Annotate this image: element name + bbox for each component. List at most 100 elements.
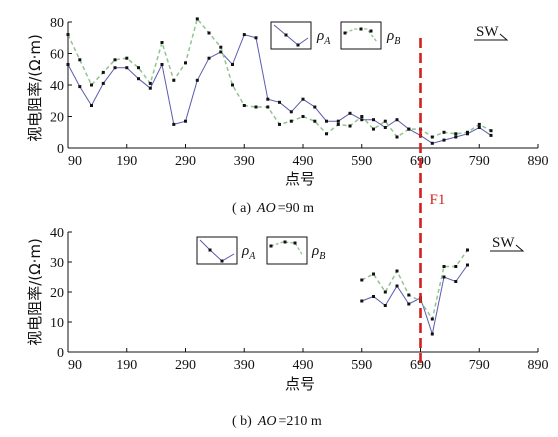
panel-a-series-b-point bbox=[301, 115, 305, 118]
panel-a-series-b-point bbox=[137, 66, 140, 70]
panel-a-series-a-point bbox=[113, 66, 117, 70]
panel-a-series-a-line bbox=[67, 33, 492, 144]
panel-b-y-tick-label: 0 bbox=[57, 346, 64, 361]
panel-a-x-tick-label: 290 bbox=[175, 154, 196, 169]
panel-a-series-b-point bbox=[278, 122, 281, 126]
panel-a-series-b-point bbox=[254, 105, 258, 109]
panel-a-series-b-point bbox=[195, 17, 199, 21]
panel-a-series-a-point bbox=[101, 81, 105, 85]
panel-a-series-a-point bbox=[90, 104, 93, 107]
panel-a-series-a-point bbox=[160, 63, 164, 66]
panel-a-series-a-point bbox=[207, 56, 211, 60]
panel-a-series-b-point bbox=[454, 132, 458, 136]
panel-b-legend-label-b: ρB bbox=[311, 243, 325, 262]
panel-b-series-a-line bbox=[361, 264, 468, 336]
panel-b-y-tick-label: 20 bbox=[50, 286, 64, 301]
panel-a-series-a-point bbox=[148, 86, 152, 90]
panel-a-series-b-point bbox=[336, 122, 340, 126]
panel-a-series-b-point bbox=[172, 78, 176, 82]
panel-a-series-b-point bbox=[360, 115, 364, 118]
panel-a-x-tick-label: 90 bbox=[68, 154, 82, 169]
panel-b-series-b-point bbox=[383, 290, 387, 294]
panel-a: 90190290390490590690790890020406080 视电阻率… bbox=[26, 16, 549, 216]
panel-a-series-b-point bbox=[489, 129, 493, 133]
panel-b-legend-box-a bbox=[196, 236, 238, 265]
panel-a-series-a-point bbox=[477, 126, 481, 129]
panel-b-series-b-point bbox=[372, 272, 375, 276]
panel-a-x-tick-label: 190 bbox=[116, 154, 137, 169]
panel-a-series-b-point bbox=[78, 58, 82, 62]
panel-b-series-b-point bbox=[395, 269, 399, 273]
panel-a-series-b-point bbox=[242, 104, 246, 107]
panel-a-y-tick-label: 80 bbox=[50, 16, 64, 31]
panel-a-series-b-point bbox=[266, 105, 270, 109]
panel-a-legend-box-b bbox=[340, 21, 382, 50]
panel-b-series-b-line bbox=[361, 249, 469, 321]
panel-b-ticks: 90 190 290 390 490 590 690 790 890 0 10 20 30 40 bbox=[50, 226, 549, 373]
panel-a-series-b-point bbox=[395, 135, 399, 139]
panel-a-series-b-point bbox=[477, 122, 481, 126]
panel-a-series-a-point bbox=[325, 119, 328, 123]
panel-a-legend: ρA ρB bbox=[270, 21, 400, 50]
panel-b-x-label: 点号 bbox=[285, 375, 315, 393]
panel-a-ticks: 90190290390490590690790890020406080 bbox=[50, 16, 549, 169]
panel-a-series-a-point bbox=[360, 118, 364, 122]
panel-b-sw-label: SW bbox=[492, 235, 515, 251]
panel-b-series-a-point bbox=[407, 302, 411, 306]
panel-b-series-b-point bbox=[442, 265, 446, 268]
panel-a-sw-arrow bbox=[474, 33, 509, 41]
panel-b-series-b-point bbox=[454, 265, 458, 268]
panel-a-series-b-point bbox=[184, 61, 187, 65]
panel-a-series-a-point bbox=[489, 133, 493, 137]
panel-b-y-tick-label: 10 bbox=[50, 316, 64, 331]
panel-a-series-a-point bbox=[195, 78, 199, 82]
panel-a-series-b-point bbox=[207, 31, 211, 35]
panel-a-series-a-point bbox=[66, 63, 70, 66]
panel-b: 90 190 290 390 490 590 690 790 890 0 10 20 30 40 视电阻率… bbox=[26, 226, 549, 429]
panel-b-legend-line-a bbox=[199, 239, 235, 262]
panel-a-series-b-point bbox=[90, 83, 93, 87]
panel-b-caption: ( b) AO =210 m bbox=[232, 414, 322, 429]
panel-a-series-b-point bbox=[101, 70, 105, 74]
panel-a-series-a-point bbox=[78, 85, 82, 89]
panel-a-series-a-point bbox=[242, 33, 246, 37]
panel-b-series-b-point bbox=[407, 293, 411, 297]
panel-a-x-tick-label: 590 bbox=[351, 154, 372, 169]
panel-b-series-b-point bbox=[430, 317, 434, 321]
panel-a-x-tick-label: 890 bbox=[528, 154, 549, 169]
panel-a-series-b-point bbox=[313, 119, 317, 123]
panel-a-series-a-point bbox=[372, 118, 375, 122]
panel-b-x-tick-label: 390 bbox=[234, 358, 255, 373]
panel-a-legend-label-a: ρA bbox=[316, 28, 331, 47]
panel-b-series-a-point bbox=[442, 275, 446, 279]
panel-b-series-a-point bbox=[383, 304, 387, 307]
panel-a-series-a-point bbox=[313, 105, 317, 109]
panel-b-x-tick-label: 90 bbox=[68, 358, 82, 373]
panel-b-x-tick-label: 290 bbox=[175, 358, 196, 373]
panel-a-series-a-point bbox=[137, 77, 140, 81]
panel-b-x-tick-label: 590 bbox=[351, 358, 372, 373]
panel-a-series-b-point bbox=[219, 45, 223, 49]
fault-f1-label: F1 bbox=[430, 192, 446, 208]
panel-a-series bbox=[66, 17, 493, 145]
panel-b-x-tick-label: 790 bbox=[469, 358, 490, 373]
panel-b-series-a-point bbox=[395, 284, 399, 288]
panel-a-series-a-point bbox=[278, 100, 281, 104]
panel-a-series-b-point bbox=[442, 130, 446, 134]
panel-a-series-a-point bbox=[231, 63, 234, 66]
panel-a-y-tick-label: 20 bbox=[50, 111, 64, 126]
panel-a-legend-box-a bbox=[270, 21, 312, 50]
panel-a-series-a-point bbox=[430, 141, 434, 145]
panel-a-series-b-point bbox=[466, 130, 469, 134]
panel-a-series-a-point bbox=[266, 97, 270, 101]
panel-a-series-a-point bbox=[172, 122, 176, 126]
panel-a-series-b-point bbox=[372, 127, 375, 131]
panel-a-series-b-point bbox=[348, 124, 352, 128]
panel-a-series-b-point bbox=[113, 58, 117, 62]
panel-a-legend-label-b: ρB bbox=[386, 28, 400, 47]
panel-a-series-a-point bbox=[454, 135, 458, 139]
panel-b-series-a-point bbox=[466, 263, 469, 267]
panel-b-legend-line-b bbox=[270, 241, 304, 257]
panel-a-series-a-point bbox=[348, 111, 352, 115]
panel-a-x-label: 点号 bbox=[285, 170, 315, 188]
